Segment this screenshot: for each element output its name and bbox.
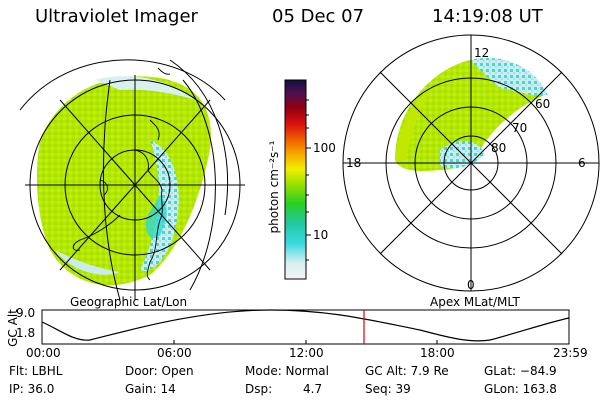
seq-info: Seq: 39 [365, 382, 411, 396]
apex-caption: Apex MLat/MLT [430, 295, 520, 309]
colorbar-tick-10: 10 [313, 228, 329, 242]
instrument-title: Ultraviolet Imager [35, 6, 198, 27]
colorbar-unit-label: photon cm⁻²s⁻¹ [267, 140, 281, 234]
lat-label-80: 80 [491, 141, 507, 155]
door-info: Door: Open [125, 364, 194, 378]
mlt-label-6: 6 [578, 156, 586, 170]
glat-info: GLat: −84.9 [484, 364, 557, 378]
altitude-ytick-1-8: 1.8 [16, 326, 36, 340]
magnetic-grid [342, 34, 600, 292]
mlt-label-0: 0 [467, 278, 475, 292]
lat-label-70: 70 [512, 121, 528, 135]
mode-info: Mode: Normal [245, 364, 329, 378]
lat-label-60: 60 [535, 97, 551, 111]
filter-info: Flt: LBHL [9, 364, 63, 378]
coastlines [72, 67, 171, 281]
geographic-map [37, 76, 211, 286]
mlt-label-18: 18 [346, 156, 362, 170]
xtick-label: 18:00 [420, 346, 455, 360]
mlt-label-12: 12 [474, 46, 490, 60]
xtick-label: 00:00 [26, 346, 61, 360]
altitude-plot [41, 309, 570, 345]
colorbar-ticks [306, 99, 311, 261]
time-label: 14:19:08 UT [432, 6, 543, 27]
xtick-label: 06:00 [157, 346, 192, 360]
gain-info: Gain: 14 [125, 382, 176, 396]
xtick-label: 12:00 [289, 346, 324, 360]
dsp-value: 4.7 [303, 382, 323, 396]
colorbar [284, 79, 307, 280]
glon-info: GLon: 163.8 [484, 382, 557, 396]
altitude-ytick-9: 9.0 [16, 306, 36, 320]
dsp-label: Dsp: [245, 382, 273, 396]
geographic-grid [19, 59, 245, 301]
xtick-label: 23:59 [553, 346, 588, 360]
date-label: 05 Dec 07 [272, 6, 365, 27]
colorbar-tick-100: 100 [313, 141, 336, 155]
ip-info: IP: 36.0 [9, 382, 55, 396]
geographic-caption: Geographic Lat/Lon [70, 295, 188, 309]
gc-alt-info: GC Alt: 7.9 Re [365, 364, 449, 378]
